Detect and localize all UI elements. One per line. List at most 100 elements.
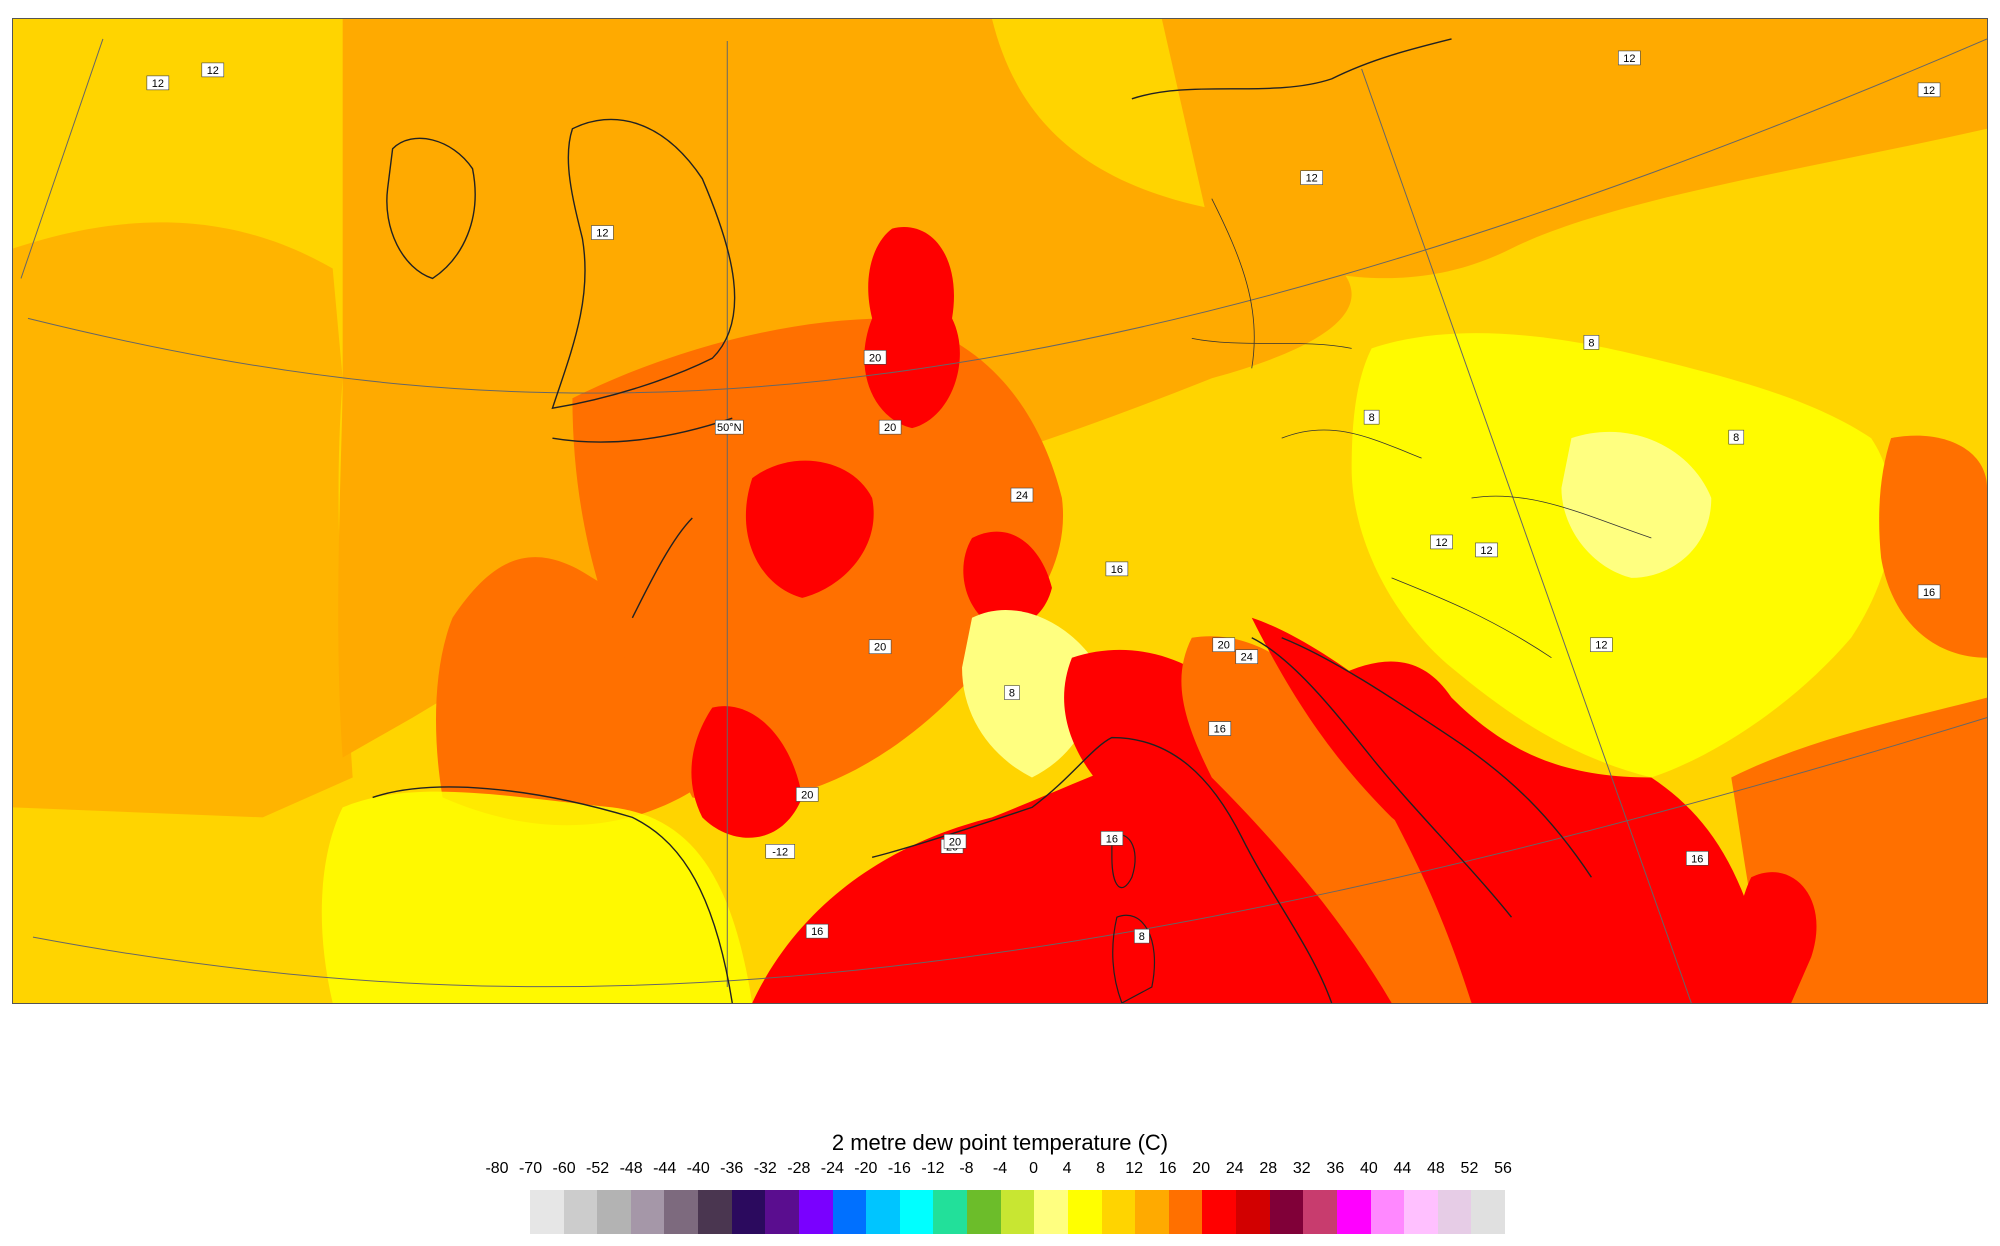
svg-text:50°N: 50°N [717,422,742,434]
svg-text:16: 16 [1923,587,1935,599]
contour-label: 16 [805,923,829,939]
svg-text:12: 12 [1306,173,1318,185]
svg-text:16: 16 [1214,724,1226,736]
contour-label: 16 [1686,851,1709,866]
legend-tick-label: 56 [1494,1160,1512,1177]
contour-label: 12 [1430,534,1453,550]
svg-text:12: 12 [152,78,164,90]
meridian-line [1361,68,1692,1003]
legend-tick-label: 16 [1158,1160,1177,1177]
svg-text:12: 12 [1435,537,1447,549]
legend-tick-label: 0 [1029,1160,1038,1177]
parallel-line [32,717,1987,988]
contour-label: 8 [1004,685,1020,700]
legend-tick-label: -4 [992,1160,1008,1177]
svg-text:20: 20 [874,642,886,654]
legend-swatch [563,1190,598,1234]
contour-label: 16 [1100,831,1124,846]
svg-text:12: 12 [1623,53,1635,65]
contour-label: 20 [1212,637,1236,653]
legend-swatch [1000,1190,1035,1234]
ireland-coast [386,137,476,280]
meridian-line [20,38,104,279]
legend-swatch [1336,1190,1371,1234]
contour-label: 16 [1208,721,1232,736]
aegean-red [1731,872,1817,1003]
iberia-yellow [321,791,753,1003]
svg-text:8: 8 [1369,412,1375,424]
svg-text:20: 20 [869,352,881,364]
legend-tick-label: -52 [586,1160,610,1177]
legend-tick-label: 40 [1359,1160,1378,1177]
legend-swatch [698,1190,733,1234]
alps-light-yellow [962,609,1094,778]
contour-labels: 12 12 12 12 12 12 8 8 8 12 12 12 16 20 20 24 20 20 8 16 20 20… [146,50,1941,944]
adriatic-red [1251,617,1632,1003]
svg-text:8: 8 [1009,688,1015,700]
legend-tick-label: 20 [1192,1160,1211,1177]
contour-label: 20 [943,834,967,849]
svg-text:8: 8 [1733,432,1739,444]
italy-orange [1181,636,1472,1003]
svg-text:24: 24 [1016,490,1028,502]
legend-swatch [731,1190,766,1234]
legend-tick-label: -48 [619,1160,643,1177]
legend-tick-label: -40 [686,1160,710,1177]
atlantic-region [13,222,353,818]
svg-text:24: 24 [1241,652,1253,664]
svg-text:20: 20 [949,836,961,848]
contour-label: 12 [1590,637,1613,653]
legend-swatch [1404,1190,1439,1234]
legend-swatch [1034,1190,1069,1234]
legend-swatch [1101,1190,1136,1234]
contour-label: 12 [146,75,170,91]
svg-text:16: 16 [1111,564,1123,576]
legend-swatch [1067,1190,1102,1234]
contour-label: 8 [1134,928,1150,944]
legend-swatch [664,1190,699,1234]
contour-label: 8 [1363,409,1380,425]
country-borders [1191,198,1652,659]
contour-label: 20 [868,639,892,655]
svg-text:8: 8 [1139,931,1145,943]
legend-tick-label: -24 [820,1160,844,1177]
map-canvas: 50°N 12121212121288812121216202024202081… [13,19,1987,1003]
orange-belt-north-east [1161,19,1987,279]
svg-text:8: 8 [1588,337,1594,349]
atlantic-coast [372,417,733,1003]
legend-tick-label: -36 [720,1160,744,1177]
svg-text:20: 20 [801,789,813,801]
legend-swatch [765,1190,800,1234]
legend-swatch [1236,1190,1271,1234]
legend-tick-label: -8 [959,1160,974,1177]
contour-label: 20 [863,350,887,365]
legend-swatch [1269,1190,1304,1234]
color-legend [530,1190,1506,1234]
contour-label: 12 [1917,82,1941,98]
legend-swatch [597,1190,632,1234]
legend-tick-label: 52 [1460,1160,1479,1177]
mediterranean-coast [871,736,1333,1003]
contour-label: 16 [1105,561,1129,577]
benelux-red [864,227,960,429]
contour-label: 20 [795,787,819,802]
svg-text:20: 20 [1218,640,1230,652]
contour-label: 24 [1235,649,1259,664]
svg-text:12: 12 [1923,85,1935,97]
contour-label: 12 [1618,50,1641,66]
contour-label: 8 [1583,335,1600,350]
svg-text:16: 16 [1106,833,1118,845]
legend-tick-label: -60 [552,1160,576,1177]
contour-label: 20 [878,419,902,435]
legend-swatch [798,1190,833,1234]
legend-swatch [1135,1190,1170,1234]
svg-text:12: 12 [1595,640,1607,652]
central-france-red [745,460,874,598]
legend-tick-label: -12 [921,1160,945,1177]
svg-text:16: 16 [1691,853,1703,865]
legend-tick-label: -20 [854,1160,878,1177]
legend-swatch [899,1190,934,1234]
legend-tick-label: 44 [1393,1160,1412,1177]
legend-tick-label: 48 [1427,1160,1445,1177]
legend-tick-label: 24 [1225,1160,1244,1177]
